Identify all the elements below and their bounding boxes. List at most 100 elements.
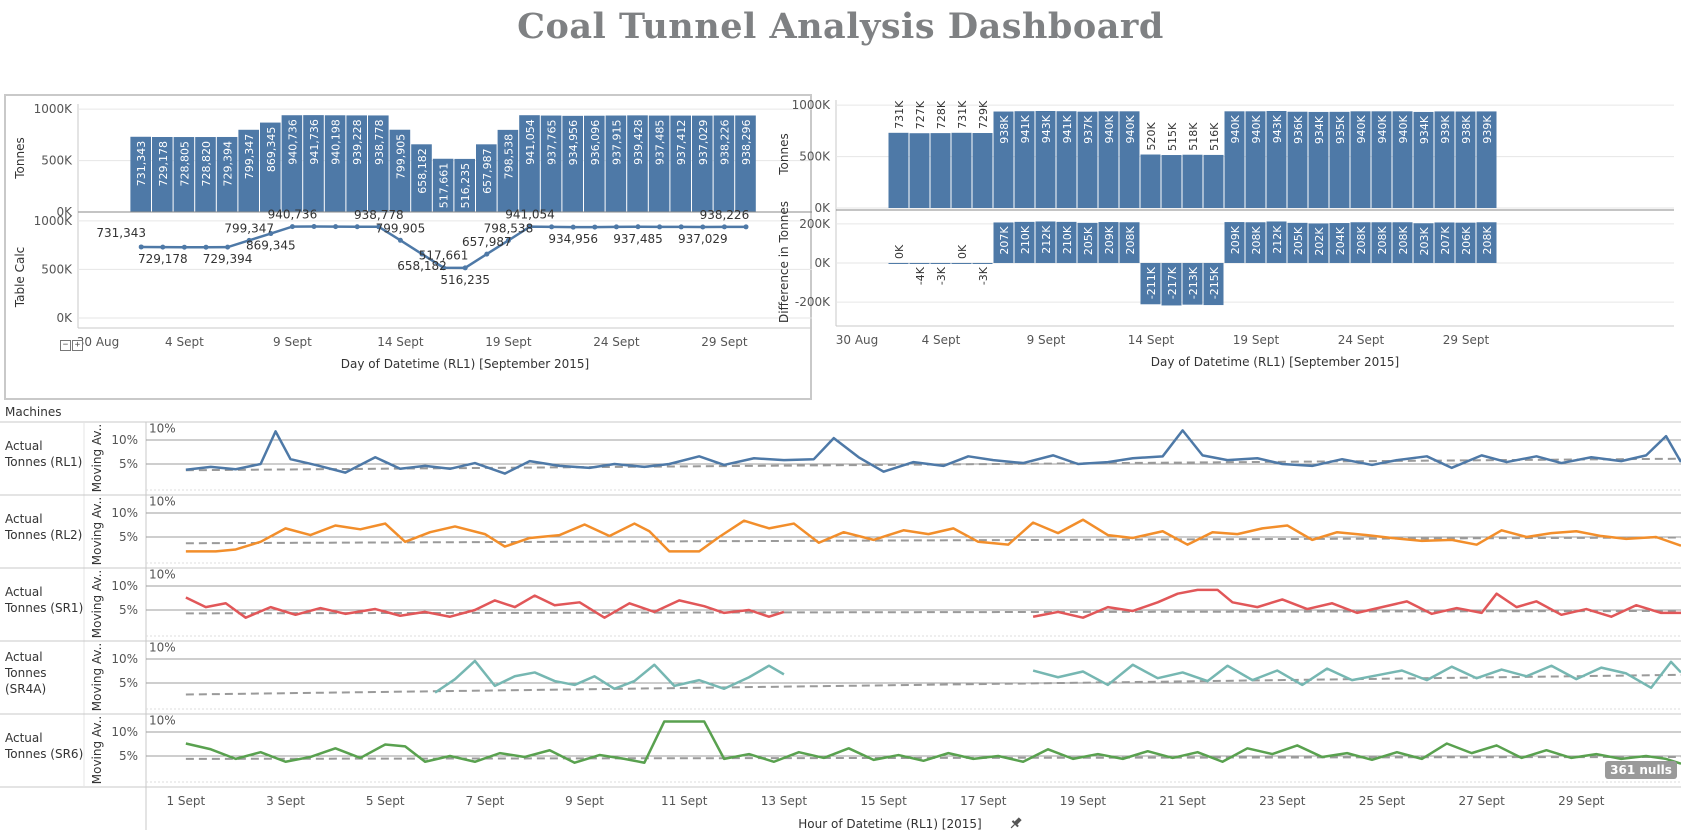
series-line (185, 429, 1681, 475)
collapse-button[interactable]: − (60, 340, 71, 351)
bar (1077, 222, 1098, 263)
line-point (333, 224, 339, 230)
bar (173, 137, 195, 212)
bar (1308, 111, 1329, 208)
bar-value-label: 937,412 (675, 120, 688, 165)
bar (888, 132, 909, 208)
bar (1434, 111, 1455, 208)
bar (1224, 111, 1245, 208)
bar (497, 129, 519, 212)
bar-value-label: 938K (1460, 115, 1473, 144)
line-point (721, 224, 727, 230)
bar-value-label: 940K (1103, 115, 1116, 144)
bar-value-label: 0K (956, 244, 969, 259)
bar (130, 136, 151, 212)
row-label: (SR4A) (5, 682, 46, 696)
bar-value-label: 731K (893, 100, 906, 129)
bar-value-label: 205K (1292, 226, 1305, 255)
bar-value-label: -211K (1145, 266, 1158, 299)
bar-value-label: 0K (893, 244, 906, 259)
bar (605, 115, 627, 212)
bar-value-label: 657,987 (481, 148, 494, 194)
bar-value-label: 207K (1439, 226, 1452, 255)
machines-header: Machines (5, 405, 61, 419)
bar-value-label: 520K (1145, 122, 1158, 151)
point-label: 941,054 (505, 208, 555, 222)
bar (1434, 222, 1455, 263)
bar-value-label: 208K (1124, 225, 1137, 254)
line-point (138, 244, 144, 250)
bar (1098, 111, 1119, 208)
bar-value-label: 940,198 (330, 119, 343, 164)
bar (1119, 222, 1140, 263)
bar (1455, 222, 1476, 263)
bar-value-label: 943K (1040, 114, 1053, 143)
bar (1392, 111, 1413, 208)
bar-value-label: 938,226 (718, 119, 731, 165)
bar (930, 133, 951, 208)
bar (1371, 222, 1392, 263)
point-label: 938,778 (354, 208, 404, 222)
line-point (700, 224, 706, 230)
bar-value-label: 212K (1271, 225, 1284, 254)
chart-tonnes-table-calc[interactable]: 1000K 500K 0K Tonnes 731,343 729,178 728,805 72… (6, 96, 814, 402)
bar (1329, 223, 1350, 263)
expand-button[interactable]: + (72, 340, 83, 351)
row-axis-title: Moving Av.. (90, 643, 104, 711)
bar (216, 136, 238, 212)
bar (368, 115, 389, 212)
chart-tonnes-difference[interactable]: 1000K 500K 0K Tonnes 731K 727K 728K 731K 729K 938… (777, 94, 1676, 400)
bar-value-label: 204K (1334, 226, 1347, 255)
bar-value-label: -217K (1166, 266, 1179, 299)
bar-value-label: 938,296 (740, 119, 753, 165)
bar-value-label: 937K (1082, 115, 1095, 144)
x-tick-label: 14 Sept (377, 335, 424, 349)
bar (1119, 111, 1140, 208)
point-label: 937,029 (678, 232, 728, 246)
bar-value-label: 936K (1292, 115, 1305, 144)
bar (260, 122, 281, 212)
row-axis-title: Moving Av.. (90, 716, 104, 784)
y-tick-label: 5% (119, 457, 138, 471)
bar (648, 115, 670, 212)
bar (195, 137, 216, 212)
point-label: 799,347 (224, 221, 274, 235)
bar (1014, 221, 1035, 263)
y-tick-label: 0K (814, 256, 831, 270)
chart-machines-moving-average[interactable]: Machines Actual Tonnes (RL1) Moving Av.. 10%… (0, 400, 1681, 830)
bar (1161, 262, 1182, 306)
row-label: Actual (5, 512, 43, 526)
x-tick-label: 9 Sept (565, 794, 604, 808)
line-point (181, 244, 187, 250)
line-point (592, 224, 598, 230)
x-tick-label: 30 Aug (836, 333, 879, 347)
line-point (268, 231, 274, 237)
row-label: Tonnes (RL2) (4, 528, 82, 542)
pin-icon (1010, 817, 1022, 829)
bar (1035, 221, 1056, 263)
bar-value-label: 939K (1481, 115, 1494, 144)
bar (1140, 154, 1161, 208)
bar (1056, 111, 1077, 208)
bar (1077, 111, 1098, 208)
point-label: 731,343 (96, 226, 146, 240)
bar (713, 115, 735, 212)
x-tick-label: 19 Sept (485, 335, 532, 349)
bar-value-label: 203K (1418, 226, 1431, 255)
y-tick-label: 10% (149, 640, 176, 654)
x-tick-label: 13 Sept (761, 794, 808, 808)
bar (1476, 222, 1497, 263)
bar-value-label: 939,228 (351, 119, 364, 165)
bar (1098, 222, 1119, 263)
row-label: Tonnes (RL1) (4, 455, 82, 469)
x-tick-label: 5 Sept (366, 794, 405, 808)
bar-value-label: 937,485 (654, 120, 667, 166)
bar-value-label: -215K (1208, 266, 1221, 299)
bar (389, 129, 411, 212)
point-label: 934,956 (548, 232, 598, 246)
bar-value-label: 934,956 (567, 120, 580, 166)
bar (909, 262, 930, 264)
y-tick-label: 0K (56, 205, 73, 219)
bar-value-label: 731K (956, 100, 969, 129)
x-tick-label: 14 Sept (1128, 333, 1175, 347)
